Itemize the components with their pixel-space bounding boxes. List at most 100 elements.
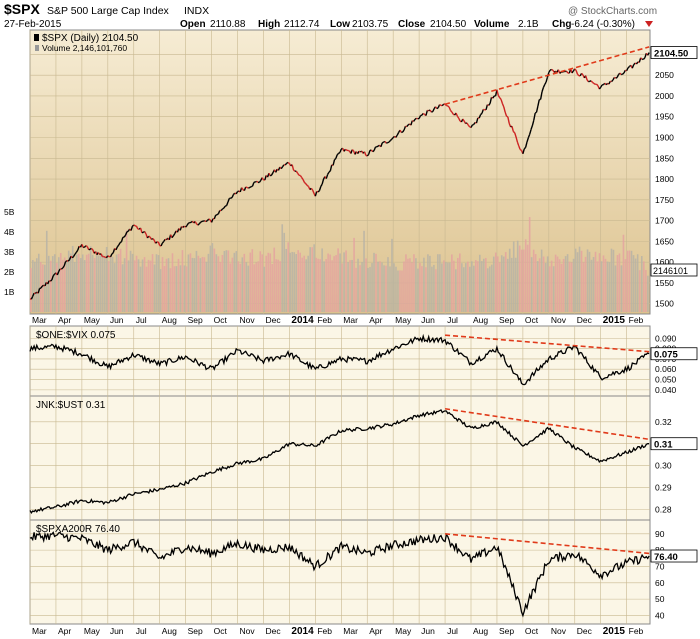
spx-price-segment [234,192,237,195]
chg-value: -6.24 (-0.30%) [571,19,635,30]
volume-bar [249,252,252,312]
volume-bar [379,261,381,312]
volume-bar [59,253,62,312]
spx-price-segment [118,242,121,246]
spx-price-segment [407,123,410,126]
spx-price-segment [487,104,490,107]
spxa200r-legend: $SPXA200R 76.40 [36,524,120,535]
volume-bar [512,241,515,312]
volume-bar [163,266,166,312]
spx-price-segment [501,103,505,108]
low-label: Low [330,19,350,30]
spx-price-segment [523,146,527,150]
volume-bar [199,258,202,312]
trendlines [444,46,650,555]
volume-bar [347,262,349,312]
volume-bar [275,259,278,312]
volume-bar [73,262,76,312]
volume-bar [123,258,126,312]
volume-bar [518,245,521,312]
spx-price-segment [518,145,521,150]
x-tick-label-bottom: Jul [136,626,147,636]
spx-price-segment [320,183,323,187]
close-label: Close [398,19,426,30]
volume-bar [546,256,549,312]
volume-bar [540,249,543,312]
y-tick-label: 0.090 [655,333,677,343]
spx-price-segment [293,169,296,172]
volume-bar [506,258,509,312]
volume-bar [279,261,282,312]
spx-price-segment [222,207,225,210]
volume-bar [47,255,50,312]
volume-bar [472,265,475,312]
volume-bar [213,248,216,312]
spx-price-segment [389,138,393,141]
volume-bar [433,264,435,312]
volume-bar [91,254,94,312]
volume-bar [303,255,305,312]
spx-price-segment [422,112,426,116]
volume-bar [588,251,591,312]
spx-price-segment [514,132,517,138]
spx-price-segment [317,190,320,193]
volume-bar [281,224,284,312]
x-tick-label-top: 2014 [291,315,314,326]
volume-bar [582,262,585,312]
x-tick-label-bottom: Dec [265,626,281,636]
x-tick-label-bottom: Dec [577,626,593,636]
volume-bar [79,258,82,312]
volume-bar [121,264,124,312]
volume-bar [145,266,148,312]
volume-bar [289,252,292,312]
volume-bar [241,257,244,312]
volume-bar [329,254,331,312]
x-tick-label-top: Jul [447,315,458,325]
vix-legend: $ONE:$VIX 0.075 [36,330,116,341]
volume-bar [109,256,112,312]
volume-bar [496,256,499,312]
x-tick-label-bottom: Oct [525,626,539,636]
spx-price-segment [612,77,615,81]
volume-bar [337,248,339,312]
spx-price-segment [339,148,342,153]
y-tick-label: 1650 [655,236,674,246]
volume-bar [645,269,647,312]
volume-bar [399,270,401,312]
volume-bar [580,250,583,312]
y-tick-labels: 1500 1550 1600 1650 1700 1750 1800 1850 1900 1950… [4,49,677,620]
spx-price-segment [475,117,479,124]
volume-bar [594,251,597,312]
spx-price-segment [204,220,207,223]
volume-bar [490,264,493,312]
x-tick-label-bottom: Feb [317,626,332,636]
spx-price-segment [34,291,38,294]
spx-price-segment [287,161,290,165]
volume-bar [67,250,70,312]
volume-bar [600,261,603,312]
spx-price-segment [123,234,127,238]
spx-price-segment [413,118,416,122]
volume-bar [478,254,481,312]
spx-price-segment [314,191,318,197]
volume-bar [616,255,619,312]
spx-price-segment [358,150,361,153]
volume-bar [285,248,288,312]
volume-bar [219,262,222,312]
volume-bar [301,257,303,312]
x-tick-label-bottom: Jun [421,626,435,636]
spx-price-segment [432,108,435,112]
volume-bar [295,254,298,312]
volume-bar [620,265,623,312]
spx-price-segment [232,192,236,196]
volume-bar [451,254,453,312]
spx-price-segment [593,82,596,85]
volume-bar [257,261,260,312]
volume-bar [157,255,160,312]
volume-bar [271,263,274,312]
spx-price-segment [152,238,155,241]
x-tick-label-bottom: 2015 [603,626,626,637]
series-lines [29,52,650,618]
spx-price-segment [592,81,595,85]
